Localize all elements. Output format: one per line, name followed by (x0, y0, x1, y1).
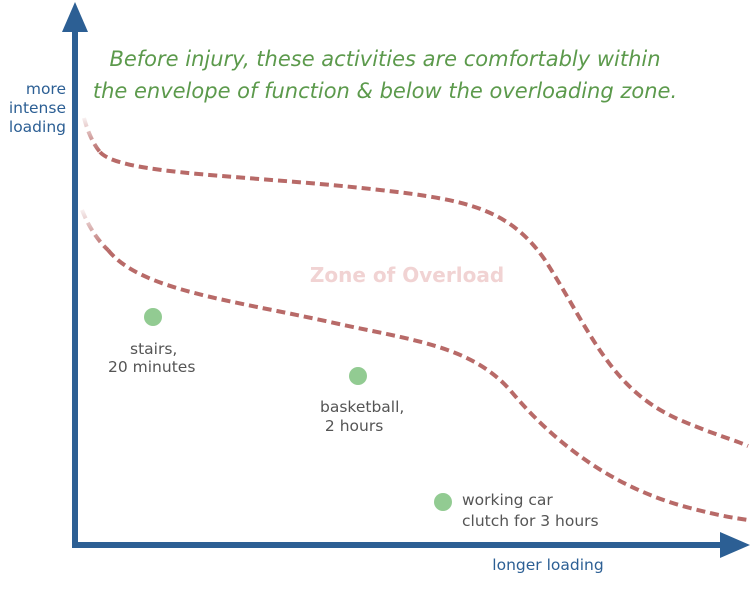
point-label: clutch for 3 hours (462, 512, 599, 530)
point-label: 20 minutes (108, 358, 195, 376)
curve-fade (80, 209, 110, 252)
activity-point (144, 308, 162, 326)
point-label: working car (462, 491, 553, 509)
zone-label: Zone of Overload (310, 263, 504, 287)
activity-point (434, 493, 452, 511)
annotation-line: the envelope of function & below the ove… (93, 79, 677, 103)
y-axis-label: more (26, 80, 66, 98)
point-label: basketball, (320, 398, 404, 416)
lower-envelope-curve (106, 248, 749, 522)
y-axis-label: intense (9, 99, 66, 117)
y-axis-arrow (62, 2, 88, 32)
point-label: 2 hours (320, 417, 383, 435)
activity-point (349, 367, 367, 385)
point-label: stairs, (130, 340, 177, 358)
annotation-line: Before injury, these activities are comf… (109, 47, 660, 71)
curve-fade (82, 117, 102, 154)
x-axis-arrow (720, 532, 750, 558)
x-axis-label: longer loading (492, 556, 603, 574)
upper-envelope-curve (98, 150, 749, 448)
y-axis-label: loading (9, 118, 66, 136)
